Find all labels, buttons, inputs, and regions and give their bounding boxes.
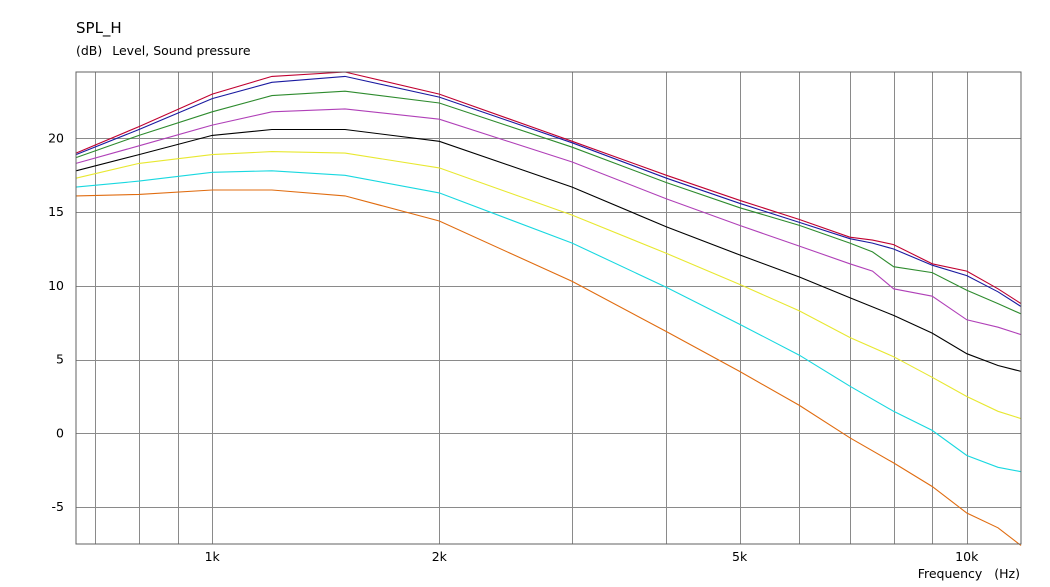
- series-line-5: [75, 128, 1022, 372]
- x-unit: (Hz): [994, 566, 1020, 581]
- series-line-6: [75, 151, 1022, 420]
- y-axis-ticks: 20 15 10 5 0 -5: [48, 130, 64, 514]
- y-tick-label: 15: [48, 204, 64, 219]
- grid: [76, 72, 1021, 544]
- x-axis-label: Frequency (Hz): [918, 566, 1020, 581]
- x-tick-label: 5k: [732, 549, 748, 564]
- y-tick-label: 10: [48, 278, 64, 293]
- series-line-3: [75, 90, 1022, 315]
- y-tick-label: -5: [52, 499, 64, 514]
- series-line-4: [75, 108, 1022, 336]
- y-tick-label: 0: [56, 425, 64, 440]
- x-axis-ticks: 1k 2k 5k 10k: [205, 549, 980, 564]
- y-tick-label: 20: [48, 130, 64, 145]
- series-group: [75, 71, 1022, 546]
- y-quantity: Level, Sound pressure: [112, 43, 251, 58]
- series-line-1: [75, 71, 1022, 305]
- y-tick-label: 5: [56, 352, 64, 367]
- series-line-2: [75, 75, 1022, 307]
- series-line-7: [75, 170, 1022, 473]
- x-quantity: Frequency: [918, 566, 983, 581]
- plot-frame: [75, 71, 1022, 545]
- series-line-8: [75, 189, 1022, 546]
- x-tick-label: 2k: [432, 549, 448, 564]
- x-tick-label: 1k: [205, 549, 221, 564]
- y-unit: (dB): [76, 43, 102, 58]
- chart-title: SPL_H: [76, 19, 122, 38]
- chart-subtitle: (dB) Level, Sound pressure: [76, 43, 251, 58]
- x-tick-label: 10k: [955, 549, 979, 564]
